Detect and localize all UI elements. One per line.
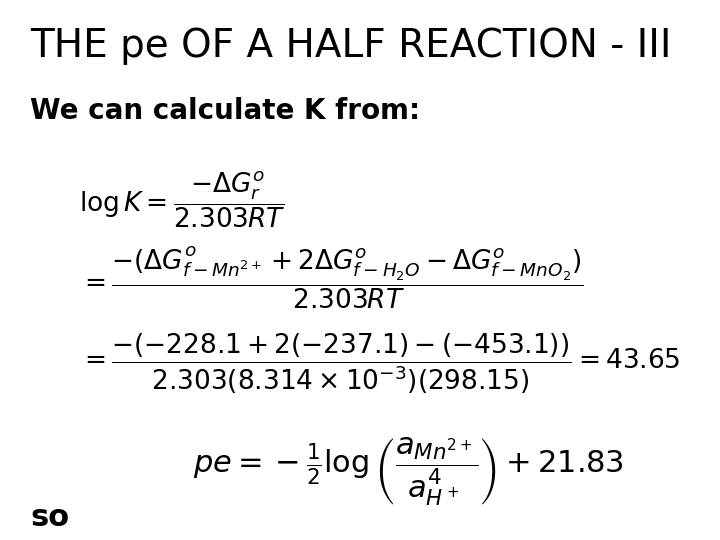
Text: We can calculate K from:: We can calculate K from: [30,97,420,125]
Text: so: so [30,503,69,532]
Text: $\log K = \dfrac{-\Delta G_r^o}{2.303RT}$: $\log K = \dfrac{-\Delta G_r^o}{2.303RT}… [78,170,285,230]
Text: $= \dfrac{-(-228.1 + 2(-237.1) - (-453.1))}{2.303(8.314 \times 10^{-3})(298.15)}: $= \dfrac{-(-228.1 + 2(-237.1) - (-453.1… [78,331,680,396]
Text: $= \dfrac{-(\Delta G_{f-Mn^{2+}}^{o} + 2\Delta G_{f-H_2O}^{o} - \Delta G_{f-MnO_: $= \dfrac{-(\Delta G_{f-Mn^{2+}}^{o} + 2… [78,245,583,311]
Text: $pe = -\frac{1}{2}\log\left(\dfrac{a_{Mn^{2+}}}{a_{H^+}^{4}}\right) + 21.83$: $pe = -\frac{1}{2}\log\left(\dfrac{a_{Mn… [193,436,624,508]
Text: THE pe OF A HALF REACTION - III: THE pe OF A HALF REACTION - III [30,27,672,65]
